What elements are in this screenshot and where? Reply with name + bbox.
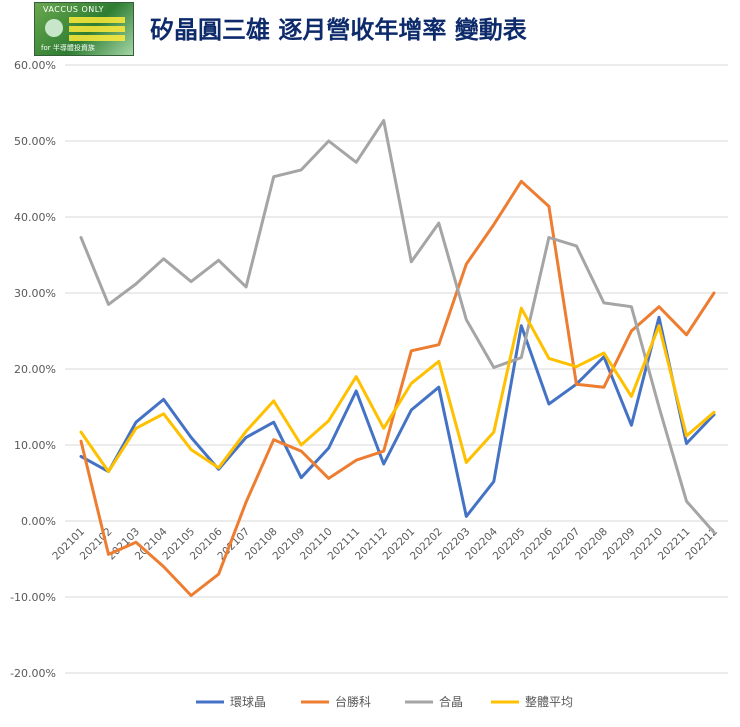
logo-graphic (69, 17, 125, 44)
series-line-0 (79, 315, 716, 518)
legend-label: 環球晶 (230, 695, 266, 709)
logo-text-top: VACCUS ONLY (43, 5, 105, 14)
chart-title: 矽晶圓三雄 逐月營收年增率 變動表 (150, 16, 527, 44)
legend-label: 台勝科 (335, 694, 371, 709)
y-axis-ticks: 60.00% 50.00% 40.00% 30.00% 20.00% 10.00% 0.00… (10, 59, 56, 680)
y-tick-label: 60.00% (14, 59, 56, 72)
y-tick-label: 40.00% (14, 211, 56, 224)
series-lines (79, 119, 716, 597)
y-tick-label: 20.00% (14, 363, 56, 376)
y-tick-label: -10.00% (10, 591, 56, 604)
series-line-1 (79, 179, 716, 597)
grid-lines (65, 64, 728, 674)
legend-label: 合晶 (439, 694, 463, 709)
series-line-2 (79, 119, 716, 534)
logo-emblem-icon (45, 19, 63, 37)
legend-label: 整體平均 (525, 694, 573, 709)
y-tick-label: 0.00% (21, 515, 56, 528)
logo-text-bottom: for 半導體投資族 (41, 44, 95, 52)
y-tick-label: 30.00% (14, 287, 56, 300)
y-tick-label: -20.00% (10, 667, 56, 680)
y-tick-label: 10.00% (14, 439, 56, 452)
legend: 環球晶 台勝科 合晶 整體平均 (196, 694, 573, 709)
series-line-3 (79, 306, 716, 474)
brand-logo: VACCUS ONLY for 半導體投資族 (34, 2, 134, 56)
y-tick-label: 50.00% (14, 135, 56, 148)
